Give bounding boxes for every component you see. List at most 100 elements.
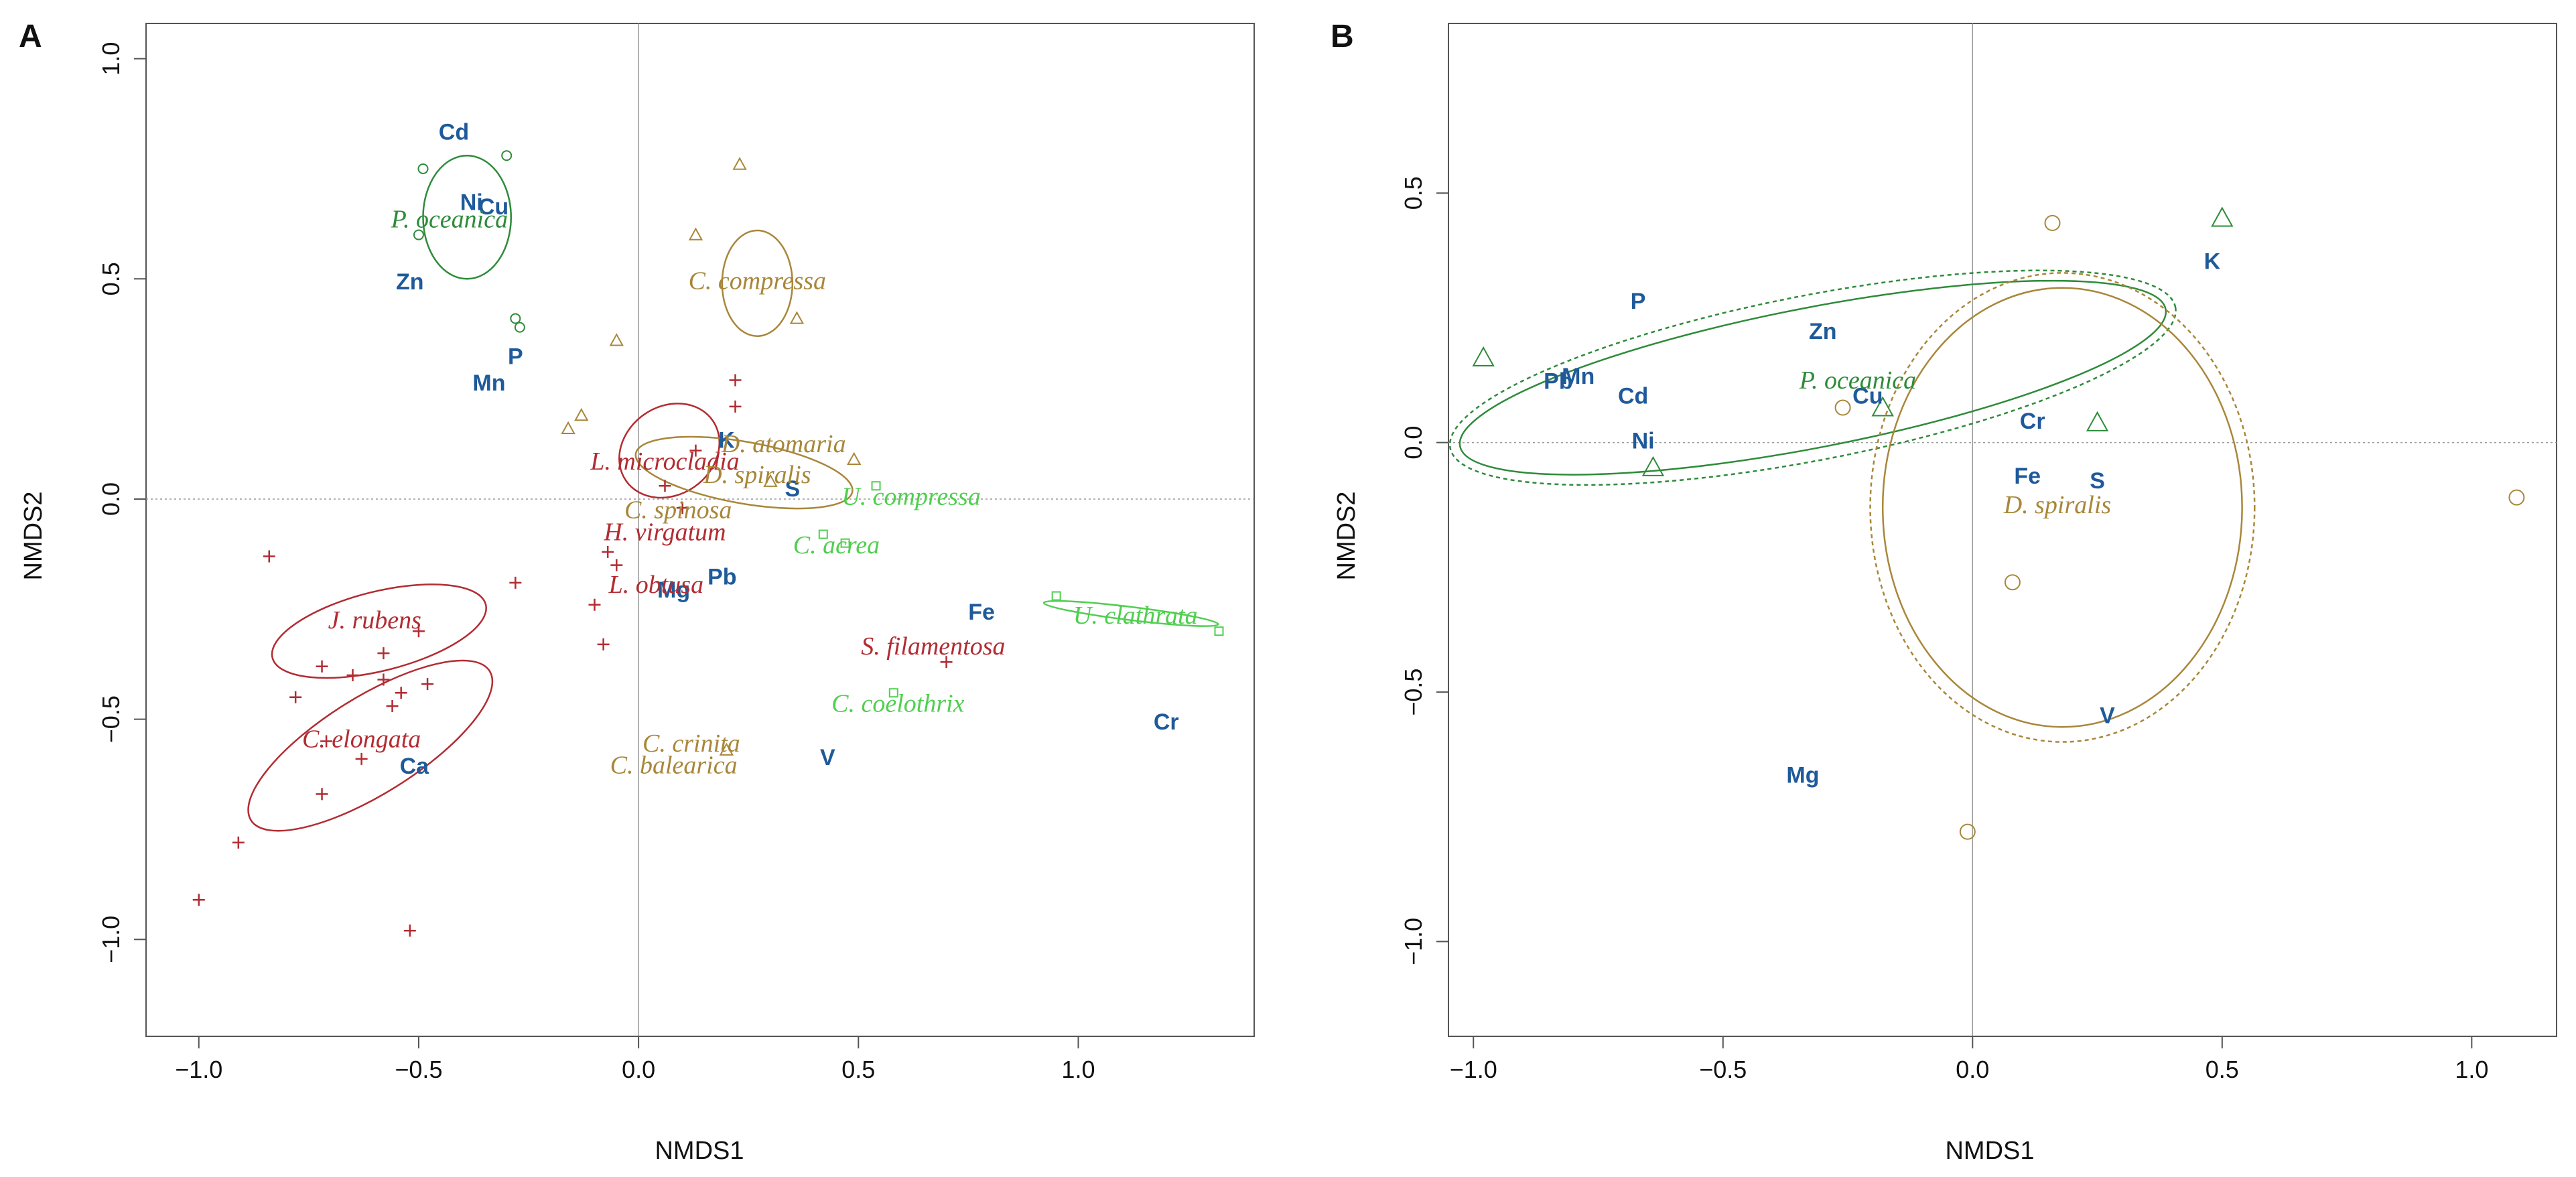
panel-b-point-triangle-green xyxy=(1472,346,1495,367)
panel-a-x-tick-label: 0.0 xyxy=(622,1056,655,1083)
panel-a-species-label-c-compressa: C. compressa xyxy=(689,267,826,295)
panel-a-x-tick-label: 0.5 xyxy=(841,1056,875,1083)
panel-b-variable-label-pb: Pb xyxy=(1544,368,1572,394)
panel-a-ellipse-green-0 xyxy=(422,154,513,280)
panel-b-point-circle-olive xyxy=(1959,823,1976,840)
panel-a-point-plus-red xyxy=(597,638,610,650)
panel-a-species-label-p-oceanica: P. oceanica xyxy=(391,206,508,234)
panel-a-point-circle-green xyxy=(417,163,429,174)
panel-b-y-tick-label: −1.0 xyxy=(1400,918,1427,965)
panel-b-species-label-p-oceanica: P. oceanica xyxy=(1799,366,1916,395)
panel-b-point-circle-olive xyxy=(2508,489,2525,506)
panel-a-point-plus-red xyxy=(263,550,275,563)
panel-a-x-axis-title: NMDS1 xyxy=(655,1137,744,1165)
panel-b-x-tick-label: −1.0 xyxy=(1450,1056,1497,1083)
panel-a-point-square-lime xyxy=(871,481,881,491)
panel-a-point-circle-green xyxy=(514,322,525,333)
panel-a-variable-label-cd: Cd xyxy=(439,119,469,145)
panel-a-point-square-lime xyxy=(888,688,898,698)
panel-b-x-tick-label: 0.0 xyxy=(1956,1056,1989,1083)
panel-b-point-triangle-green xyxy=(1871,396,1894,417)
panel-a-point-plus-red xyxy=(355,752,368,765)
panel-b-variable-label-cr: Cr xyxy=(2020,409,2045,434)
panel-a-species-label-d-atomaria: D. atomaria xyxy=(721,430,846,458)
panel-a-point-square-lime xyxy=(818,529,828,539)
panel-b-y-tick-label: 0.5 xyxy=(1400,176,1427,210)
panel-b-point-triangle-green xyxy=(2211,206,2234,227)
panel-a-ellipse-olive-1 xyxy=(721,229,794,337)
panel-a-species-label-l-obtusa: L. obtusa xyxy=(608,571,703,599)
panel-a-point-plus-red xyxy=(588,598,601,611)
panel-a-point-plus-red xyxy=(395,687,407,699)
panel-a-y-tick-label: −1.0 xyxy=(97,916,125,963)
panel-b-variable-label-v: V xyxy=(2100,703,2115,728)
panel-a-variable-label-cu: Cu xyxy=(478,194,509,220)
panel-a-point-plus-red xyxy=(729,400,742,413)
panel-b-y-tick-label: 0.0 xyxy=(1400,426,1427,460)
panel-a-species-label-s-filamentosa: S. filamentosa xyxy=(861,632,1005,661)
panel-a-point-plus-red xyxy=(509,576,522,589)
panel-b-point-triangle-green xyxy=(1641,456,1665,476)
panel-b-x-axis-title: NMDS1 xyxy=(1945,1137,2034,1165)
panel-a-point-triangle-olive xyxy=(763,474,778,487)
panel-a-ellipse-red-6 xyxy=(247,659,494,832)
panel-a-point-plus-red xyxy=(610,559,623,571)
panel-b-x-tick-label: −0.5 xyxy=(1699,1056,1747,1083)
panel-a-letter: A xyxy=(19,19,42,54)
panel-a-species-label-l-microcladia: L. microcladia xyxy=(590,447,739,476)
panel-a-variable-label-k: K xyxy=(718,428,735,454)
panel-a-variable-label-v: V xyxy=(820,745,835,770)
panel-b-variable-label-zn: Zn xyxy=(1809,319,1837,344)
panel-a-point-square-lime xyxy=(840,538,850,548)
panel-a-variable-label-cr: Cr xyxy=(1154,709,1179,735)
panel-a-point-plus-red xyxy=(729,374,742,387)
panel-a-species-label-c-acrea: C. acrea xyxy=(793,531,880,559)
panel-b-ellipse-olive-3 xyxy=(1869,272,2256,743)
panel-b-variable-label-k: K xyxy=(2204,249,2221,275)
panel-a-point-triangle-olive xyxy=(609,333,624,346)
panel-a-variable-label-s: S xyxy=(785,476,800,502)
panel-a-species-label-c-coelothrix: C. coelothrix xyxy=(831,690,965,718)
panel-a-point-square-lime xyxy=(1051,591,1061,601)
panel-b-point-circle-olive xyxy=(2004,574,2021,591)
panel-b-y-tick-label: −0.5 xyxy=(1400,669,1427,716)
panel-a-point-plus-red xyxy=(377,647,390,660)
panel-b-letter: B xyxy=(1331,19,1354,54)
panel-b-point-triangle-green xyxy=(2086,411,2109,431)
panel-a-point-triangle-olive xyxy=(732,157,747,170)
panel-b-variable-label-mn: Mn xyxy=(1562,364,1595,389)
panel-a-ellipse-lime-4 xyxy=(1042,600,1219,627)
panel-a-point-circle-green xyxy=(510,313,521,324)
panel-b: B −1.0 −0.5 0.0 0.5 1.0 −1.0 −0.5 0.0 0.5 P Zn PbMn… xyxy=(1331,19,2557,1165)
panel-a-y-tick-label: 0.0 xyxy=(97,482,125,516)
panel-a-species-label-j-rubens: J. rubens xyxy=(328,606,421,634)
panel-b-ellipse-green-1 xyxy=(1448,269,2177,486)
panel-b-ellipse-green-0 xyxy=(1459,279,2167,476)
panel-b-variable-label-cd: Cd xyxy=(1618,384,1648,409)
panel-a-y-axis-title: NMDS2 xyxy=(19,491,48,580)
panel-a-point-plus-red xyxy=(346,669,359,681)
panel-a-x-tick-label: −1.0 xyxy=(175,1056,222,1083)
panel-b-variable-label-mg: Mg xyxy=(1786,763,1819,788)
panel-b-variable-label-s: S xyxy=(2090,468,2105,494)
panel-b-variable-label-ni: Ni xyxy=(1632,429,1655,454)
panel-b-ellipse-olive-2 xyxy=(1881,287,2243,728)
panel-b-variable-label-fe: Fe xyxy=(2014,464,2041,489)
panel-a-point-plus-red xyxy=(403,924,416,937)
panel-a-variable-label-mn: Mn xyxy=(472,370,505,396)
panel-a-y-tick-label: −0.5 xyxy=(97,695,125,743)
panel-a-point-triangle-olive xyxy=(847,452,862,466)
panel-a-variable-label-zn: Zn xyxy=(396,269,424,295)
panel-a-variable-label-ni: Ni xyxy=(460,190,483,216)
panel-a-point-triangle-olive xyxy=(574,408,589,421)
panel-a-variable-label-fe: Fe xyxy=(968,600,995,625)
panel-a-y-tick-label: 0.5 xyxy=(97,262,125,295)
panel-b-point-circle-olive xyxy=(1834,399,1851,416)
panel-a-point-plus-red xyxy=(386,699,399,712)
panel-a-point-plus-red xyxy=(421,678,434,691)
panel-a-point-triangle-olive xyxy=(789,311,805,324)
panel-a-ellipse-red-5 xyxy=(271,583,487,679)
panel-a-species-label-d-spiralis: D. spiralis xyxy=(703,461,811,489)
panel-a-species-label-h-virgatum: H. virgatum xyxy=(603,518,726,546)
